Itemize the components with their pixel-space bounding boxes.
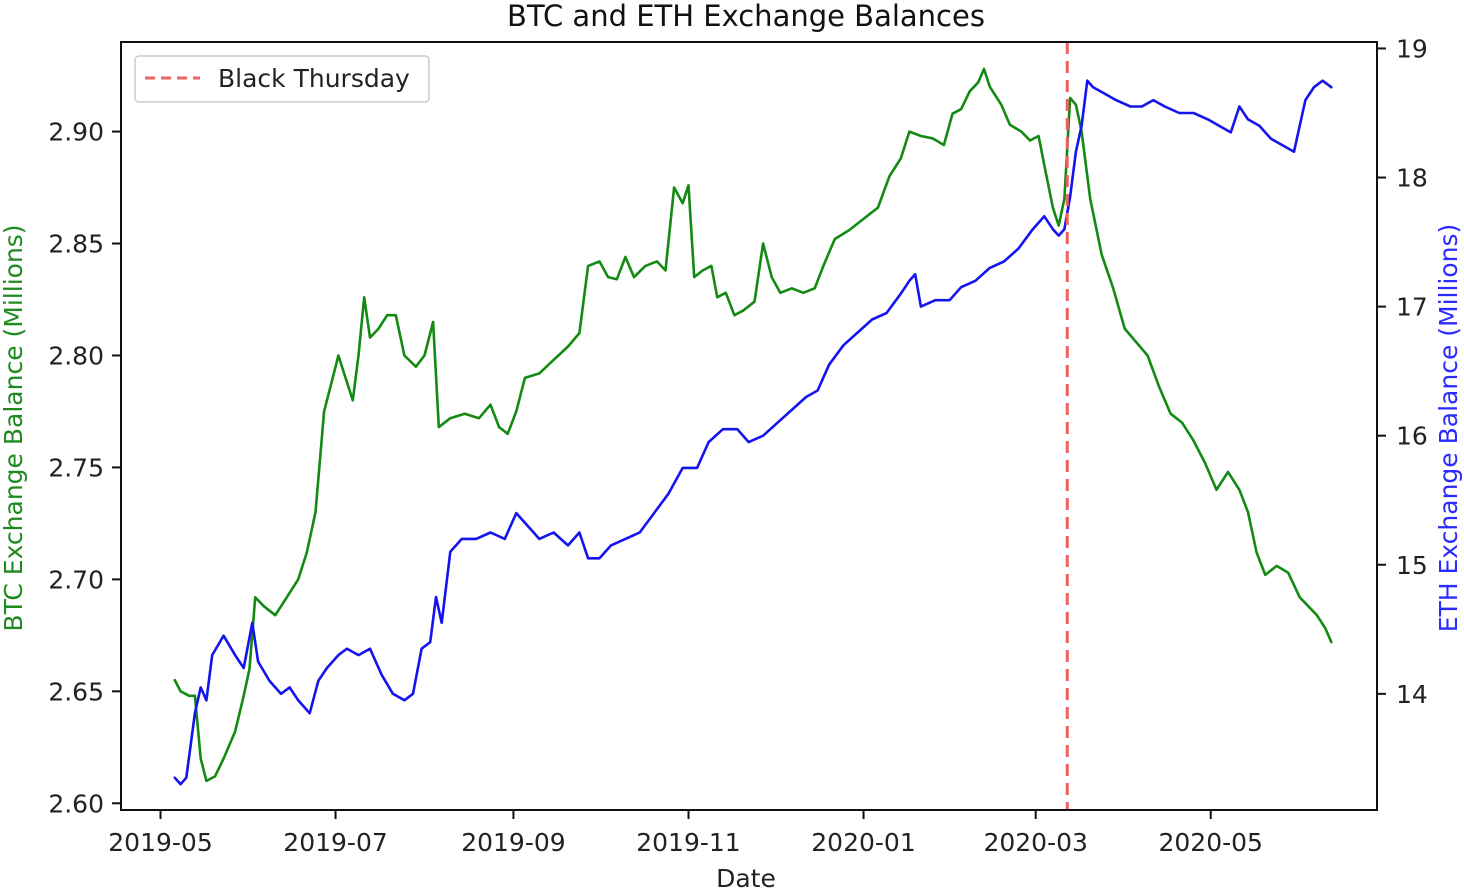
right-y-tick-label: 16 bbox=[1396, 422, 1428, 451]
legend-label-black-thursday: Black Thursday bbox=[218, 64, 410, 93]
chart-title: BTC and ETH Exchange Balances bbox=[507, 0, 985, 33]
left-y-tick-label: 2.85 bbox=[48, 230, 104, 259]
left-y-tick-label: 2.80 bbox=[48, 341, 104, 370]
left-y-axis: 2.60 2.65 2.70 2.75 2.80 2.85 2.90 bbox=[48, 118, 121, 818]
x-tick-label: 2019-09 bbox=[461, 828, 565, 857]
left-y-axis-title: BTC Exchange Balance (Millions) bbox=[0, 224, 28, 631]
right-y-tick-label: 18 bbox=[1396, 164, 1428, 193]
left-y-tick-label: 2.60 bbox=[48, 789, 104, 818]
x-tick-label: 2020-05 bbox=[1159, 828, 1263, 857]
x-tick-label: 2020-01 bbox=[811, 828, 915, 857]
x-axis: 2019-05 2019-07 2019-09 2019-11 2020-01 2020-… bbox=[108, 810, 1263, 857]
x-tick-label: 2020-03 bbox=[983, 828, 1087, 857]
btc-balance-line bbox=[173, 67, 1333, 783]
plot-frame bbox=[120, 41, 1378, 811]
legend-box bbox=[134, 55, 430, 103]
right-y-tick-label: 17 bbox=[1396, 293, 1428, 322]
left-y-tick-label: 2.70 bbox=[48, 565, 104, 594]
right-y-tick-label: 14 bbox=[1396, 680, 1428, 709]
series-layer bbox=[173, 67, 1333, 786]
x-axis-title: Date bbox=[716, 864, 776, 892]
x-tick-label: 2019-07 bbox=[283, 828, 387, 857]
right-y-tick-label: 15 bbox=[1396, 551, 1428, 580]
right-y-axis-title: ETH Exchange Balance (Millions) bbox=[1434, 224, 1463, 633]
x-tick-label: 2019-11 bbox=[636, 828, 740, 857]
eth-balance-line bbox=[173, 79, 1333, 786]
left-y-tick-label: 2.65 bbox=[48, 677, 104, 706]
right-y-tick-label: 19 bbox=[1396, 34, 1428, 63]
left-y-tick-label: 2.75 bbox=[48, 453, 104, 482]
left-y-tick-label: 2.90 bbox=[48, 118, 104, 147]
right-y-axis: 14 15 16 17 18 19 bbox=[1377, 34, 1428, 709]
x-tick-label: 2019-05 bbox=[108, 828, 212, 857]
legend: Black Thursday bbox=[134, 55, 430, 103]
